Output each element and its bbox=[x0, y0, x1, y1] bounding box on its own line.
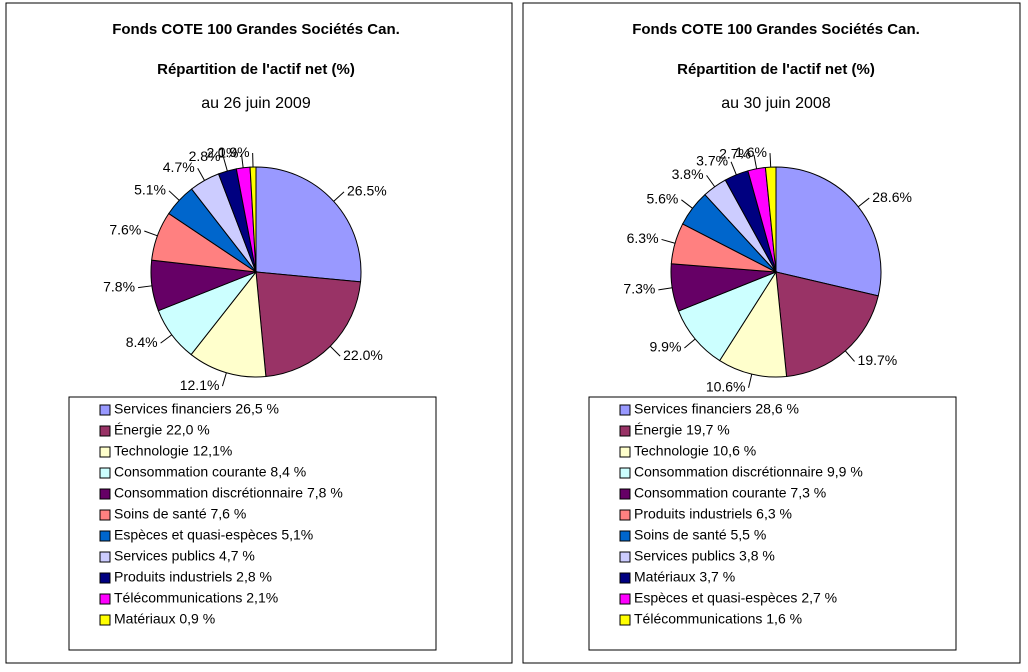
chart-title: Fonds COTE 100 Grandes Sociétés Can. bbox=[632, 21, 920, 38]
legend-swatch bbox=[100, 615, 110, 625]
data-label: 26.5% bbox=[347, 183, 387, 199]
data-label: 9.9% bbox=[649, 339, 681, 355]
legend-label: Espèces et quasi-espèces 2,7 % bbox=[634, 590, 837, 606]
legend-swatch bbox=[100, 531, 110, 541]
legend-swatch bbox=[620, 552, 630, 562]
legend-swatch bbox=[100, 510, 110, 520]
legend-swatch bbox=[620, 447, 630, 457]
chart-subtitle: Répartition de l'actif net (%) bbox=[677, 61, 875, 78]
legend-swatch bbox=[100, 447, 110, 457]
legend-swatch bbox=[100, 468, 110, 478]
data-label: 5.6% bbox=[646, 191, 678, 207]
legend-label: Consommation discrétionnaire 9,9 % bbox=[634, 464, 863, 480]
data-label: 0.9% bbox=[218, 144, 250, 160]
legend-label: Produits industriels 2,8 % bbox=[114, 569, 272, 585]
legend-swatch bbox=[620, 573, 630, 583]
legend-label: Matériaux 0,9 % bbox=[114, 611, 215, 627]
legend-swatch bbox=[620, 531, 630, 541]
data-label: 5.1% bbox=[134, 182, 166, 198]
legend-label: Consommation discrétionnaire 7,8 % bbox=[114, 485, 343, 501]
legend-label: Services financiers 26,5 % bbox=[114, 401, 279, 417]
legend-label: Services financiers 28,6 % bbox=[634, 401, 799, 417]
legend-label: Espèces et quasi-espèces 5,1% bbox=[114, 527, 313, 543]
chart-subtitle: Répartition de l'actif net (%) bbox=[157, 61, 355, 78]
legend-label: Énergie 19,7 % bbox=[634, 422, 730, 438]
legend-swatch bbox=[620, 468, 630, 478]
legend-label: Technologie 12,1% bbox=[114, 443, 232, 459]
data-label: 7.6% bbox=[109, 222, 141, 238]
legend-label: Énergie 22,0 % bbox=[114, 422, 210, 438]
data-label: 10.6% bbox=[706, 378, 746, 394]
legend-label: Télécommunications 2,1% bbox=[114, 590, 278, 606]
data-label: 7.3% bbox=[623, 281, 655, 297]
data-label: 28.6% bbox=[872, 189, 912, 205]
legend-swatch bbox=[100, 573, 110, 583]
legend-label: Consommation courante 8,4 % bbox=[114, 464, 306, 480]
legend-label: Matériaux 3,7 % bbox=[634, 569, 735, 585]
legend-label: Produits industriels 6,3 % bbox=[634, 506, 792, 522]
legend-swatch bbox=[100, 489, 110, 499]
data-label: 22.0% bbox=[343, 347, 383, 363]
leader-line bbox=[770, 153, 771, 167]
legend-label: Services publics 3,8 % bbox=[634, 548, 775, 564]
legend-label: Soins de santé 7,6 % bbox=[114, 506, 246, 522]
legend-label: Services publics 4,7 % bbox=[114, 548, 255, 564]
legend-label: Soins de santé 5,5 % bbox=[634, 527, 766, 543]
legend-label: Télécommunications 1,6 % bbox=[634, 611, 802, 627]
legend-swatch bbox=[620, 594, 630, 604]
data-label: 8.4% bbox=[126, 334, 158, 350]
data-label: 12.1% bbox=[180, 377, 220, 393]
legend-swatch bbox=[100, 552, 110, 562]
legend-swatch bbox=[100, 594, 110, 604]
legend-swatch bbox=[100, 426, 110, 436]
chart-title: Fonds COTE 100 Grandes Sociétés Can. bbox=[112, 21, 400, 38]
legend-swatch bbox=[620, 426, 630, 436]
chart-date: au 26 juin 2009 bbox=[201, 95, 311, 112]
legend-label: Technologie 10,6 % bbox=[634, 443, 756, 459]
legend-swatch bbox=[620, 510, 630, 520]
legend-swatch bbox=[620, 405, 630, 415]
data-label: 19.7% bbox=[858, 352, 898, 368]
chart-date: au 30 juin 2008 bbox=[721, 95, 831, 112]
legend-swatch bbox=[620, 615, 630, 625]
legend-label: Consommation courante 7,3 % bbox=[634, 485, 826, 501]
data-label: 6.3% bbox=[627, 230, 659, 246]
data-label: 1.6% bbox=[735, 144, 767, 160]
data-label: 7.8% bbox=[103, 278, 135, 294]
legend-swatch bbox=[620, 489, 630, 499]
legend-swatch bbox=[100, 405, 110, 415]
